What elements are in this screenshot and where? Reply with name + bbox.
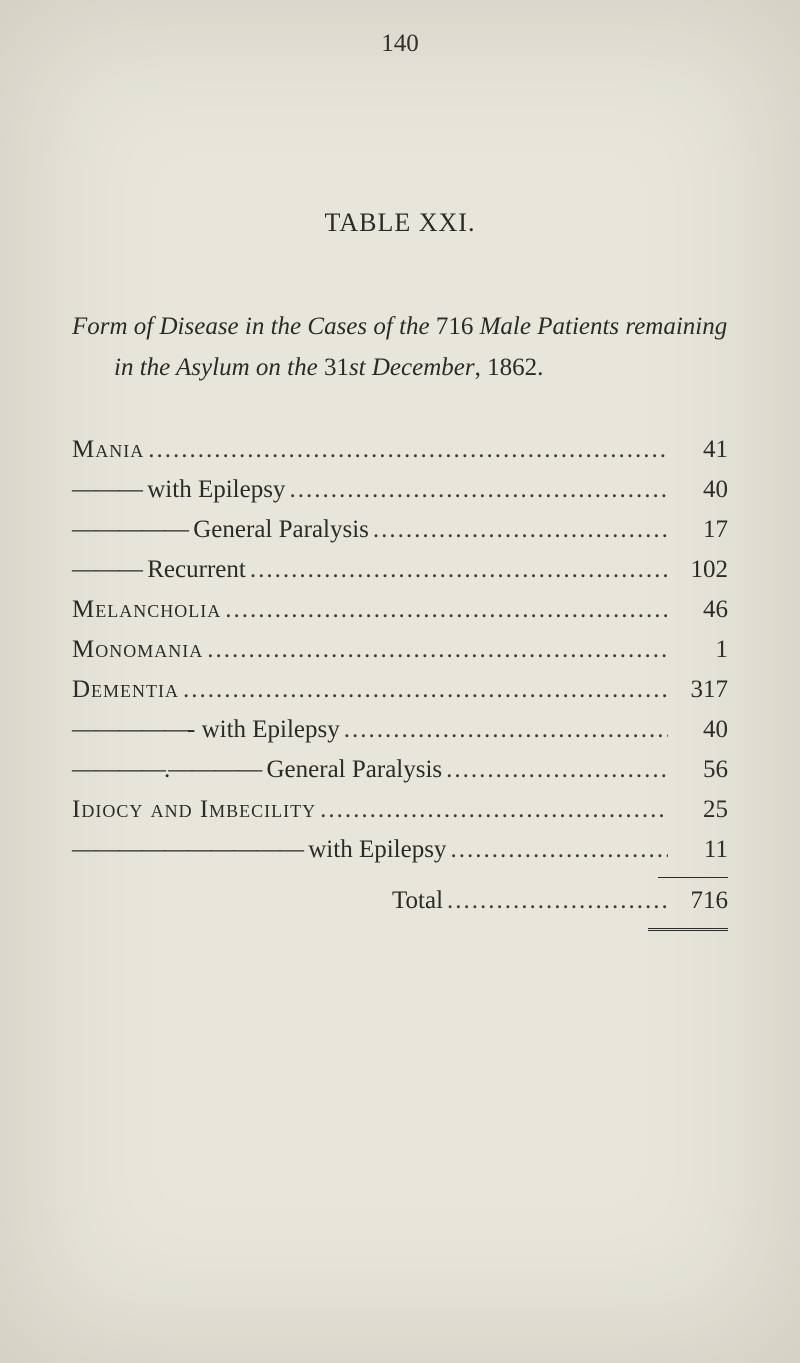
entry-value: 317	[672, 677, 728, 702]
total-row: Total 716	[72, 888, 728, 913]
table-heading: TABLE XXI.	[72, 208, 728, 238]
entry-label: Mania	[72, 437, 144, 462]
dot-leader	[225, 597, 668, 622]
entry-label: Dementia	[72, 677, 179, 702]
entry-row: Idiocy and Imbecility 25	[72, 797, 728, 822]
entry-row: Mania 41	[72, 437, 728, 462]
entry-row: Dementia 317	[72, 677, 728, 702]
entry-label: —————- with Epilepsy	[72, 717, 340, 742]
entry-value: 1	[672, 637, 728, 662]
entry-value: 41	[672, 437, 728, 462]
entry-value: 102	[672, 557, 728, 582]
entry-row: —————- with Epilepsy 40	[72, 717, 728, 742]
desc-part: Form of Disease in the Cases of the	[72, 313, 436, 340]
entry-row: —————————— with Epilepsy 11	[72, 837, 728, 862]
desc-comma: ,	[475, 354, 488, 381]
dot-leader	[447, 888, 668, 913]
dot-leader	[183, 677, 668, 702]
entry-row: ——— Recurrent 102	[72, 557, 728, 582]
dot-leader	[250, 557, 668, 582]
dot-leader	[289, 477, 668, 502]
entry-row: ————.———— General Paralysis 56	[72, 757, 728, 782]
entry-label: ————.———— General Paralysis	[72, 757, 442, 782]
entry-row: Monomania 1	[72, 637, 728, 662]
entry-row: ——— with Epilepsy 40	[72, 477, 728, 502]
dot-leader	[148, 437, 668, 462]
dot-leader	[446, 757, 668, 782]
dot-leader	[207, 637, 668, 662]
dot-leader	[344, 717, 668, 742]
entry-value: 17	[672, 517, 728, 542]
entry-value: 56	[672, 757, 728, 782]
entry-value: 25	[672, 797, 728, 822]
entry-label: Melancholia	[72, 597, 221, 622]
total-rule-top	[72, 877, 728, 878]
desc-part: st	[349, 354, 372, 381]
desc-part: December	[372, 354, 475, 381]
entry-label: —————————— with Epilepsy	[72, 837, 446, 862]
dot-leader	[320, 797, 668, 822]
entry-label: ——— with Epilepsy	[72, 477, 285, 502]
entry-label: ————— General Paralysis	[72, 517, 369, 542]
entry-label: Monomania	[72, 637, 203, 662]
entry-row: Melancholia 46	[72, 597, 728, 622]
table-description: Form of Disease in the Cases of the 716 …	[72, 306, 728, 389]
entry-value: 46	[672, 597, 728, 622]
entry-label: ——— Recurrent	[72, 557, 246, 582]
total-value: 716	[672, 888, 728, 913]
dot-leader	[450, 837, 668, 862]
total-label: Total	[392, 888, 443, 913]
entry-row: ————— General Paralysis 17	[72, 517, 728, 542]
desc-number: 31	[324, 354, 349, 381]
entry-value: 11	[672, 837, 728, 862]
page-number: 140	[72, 30, 728, 58]
desc-year: 1862.	[487, 354, 543, 381]
entry-label: Idiocy and Imbecility	[72, 797, 316, 822]
dot-leader	[373, 517, 668, 542]
entry-value: 40	[672, 717, 728, 742]
entries-list: Mania 41 ——— with Epilepsy 40 ————— General …	[72, 437, 728, 862]
desc-number: 716	[436, 313, 474, 340]
entry-value: 40	[672, 477, 728, 502]
total-rule-bottom	[72, 928, 728, 935]
